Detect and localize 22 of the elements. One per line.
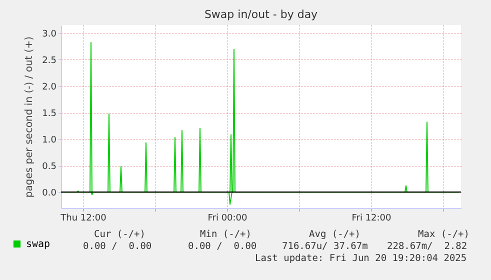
chart-title: Swap in/out - by day	[204, 8, 318, 21]
text: Cur (-/+)	[94, 229, 146, 241]
y-tick-label: 2.5	[42, 56, 56, 66]
text: Last update: Fri Jun 20 19:20:04 2025	[255, 253, 467, 265]
y-tick-label: 1.0	[42, 136, 57, 146]
text: 0.00 / 0.00	[83, 241, 152, 253]
y-tick-label: 0.0	[42, 188, 57, 199]
text: 0.00 / 0.00	[188, 241, 257, 253]
y-tick-label: 2.0	[42, 82, 57, 92]
y-tick-label: 0.5	[42, 162, 56, 172]
legend-label: swap	[26, 239, 50, 250]
x-tick-label: Thu 12:00	[60, 214, 107, 224]
y-axis-title: pages per second in (-) / out (+)	[24, 36, 36, 198]
text: Max (-/+)	[418, 229, 470, 241]
text: Min (-/+)	[200, 229, 252, 241]
y-tick-label: 1.5	[42, 109, 56, 120]
text: 228.67m/ 2.82	[387, 241, 468, 253]
x-tick-label: Fri 00:00	[208, 214, 248, 224]
text: Avg (-/+)	[309, 229, 360, 241]
text: 716.67u/ 37.67m	[282, 241, 368, 253]
y-tick-label: 3.0	[42, 29, 57, 40]
x-tick-label: Fri 12:00	[352, 214, 392, 224]
